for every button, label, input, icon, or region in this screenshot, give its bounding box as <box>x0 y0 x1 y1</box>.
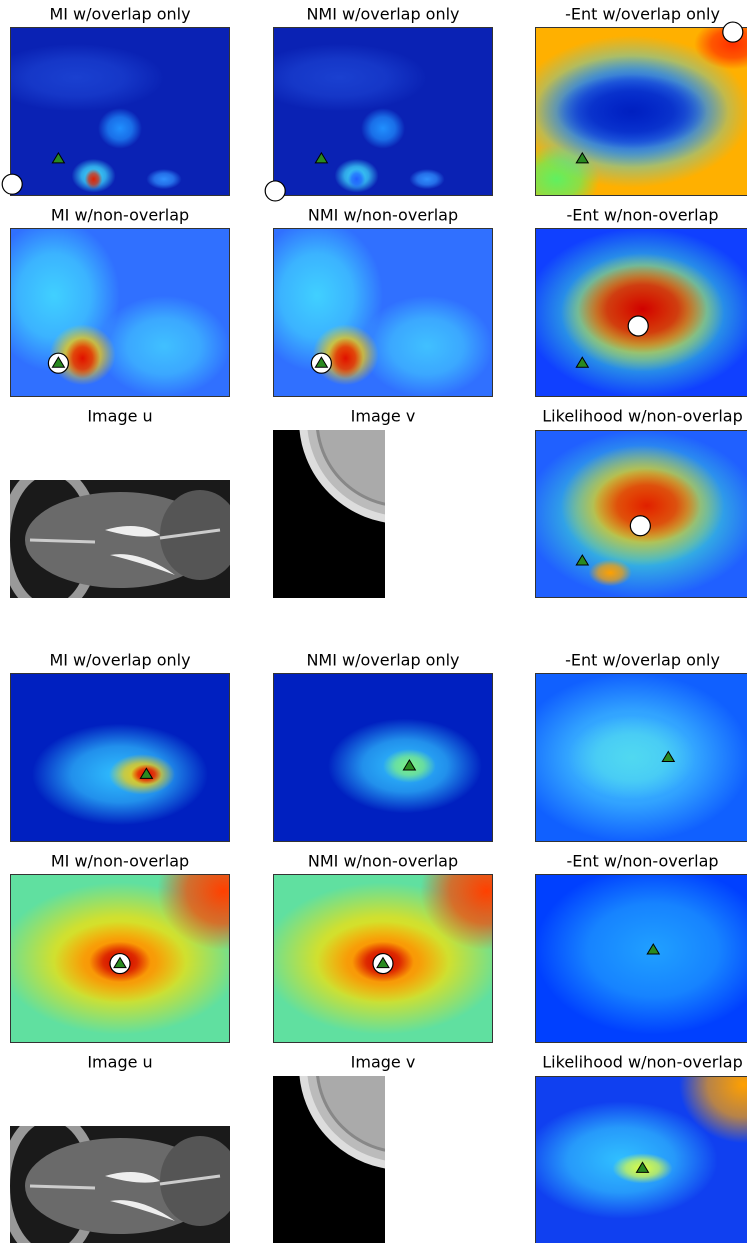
panel-title: NMI w/non-overlap <box>308 852 458 871</box>
panel-title: MI w/non-overlap <box>51 206 189 225</box>
heatmap <box>0 27 230 196</box>
heatmap <box>535 866 747 1043</box>
optimum-marker <box>2 174 22 194</box>
panel-title: MI w/overlap only <box>49 5 190 24</box>
panel-title: Likelihood w/non-overlap <box>542 1053 742 1072</box>
heatmap <box>524 228 747 397</box>
panel-title: Image v <box>351 407 416 426</box>
heatmap <box>514 19 747 213</box>
panel-title: -Ent w/non-overlap <box>566 852 718 871</box>
panel-title: NMI w/non-overlap <box>308 206 458 225</box>
panel-title: Image v <box>351 1053 416 1072</box>
heatmap <box>0 220 230 397</box>
panel-title: -Ent w/overlap only <box>565 651 720 670</box>
optimum-marker <box>265 181 285 201</box>
figure: MI w/overlap only NMI w/overlap only -Ent … <box>0 0 747 1243</box>
optimum-marker <box>630 516 650 536</box>
heatmap <box>524 430 747 598</box>
panel-title: NMI w/overlap only <box>306 651 459 670</box>
optimum-marker <box>628 316 648 336</box>
image-u <box>5 470 240 610</box>
heatmap <box>251 220 493 397</box>
heatmap <box>251 27 493 196</box>
heatmap <box>273 673 493 842</box>
panel-title: Image u <box>87 407 152 426</box>
panel-title: NMI w/overlap only <box>306 5 459 24</box>
image-u <box>5 1116 240 1243</box>
panel-title: Image u <box>87 1053 152 1072</box>
optimum-marker <box>723 22 743 42</box>
panel-title: Likelihood w/non-overlap <box>542 407 742 426</box>
panel-title: MI w/non-overlap <box>51 852 189 871</box>
panel-title: -Ent w/overlap only <box>565 5 720 24</box>
heatmap <box>514 673 747 842</box>
page: {"groups": [ {"panels": [ {"title": "MI … <box>0 0 747 1243</box>
panel-title: MI w/overlap only <box>49 651 190 670</box>
heatmap <box>10 673 230 842</box>
panel-title: -Ent w/non-overlap <box>566 206 718 225</box>
